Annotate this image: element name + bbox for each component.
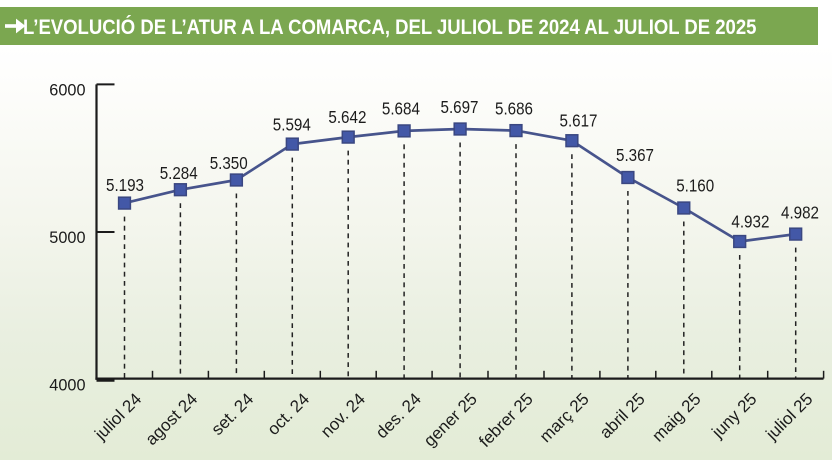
svg-text:5.594: 5.594 [273,114,311,134]
svg-text:5000: 5000 [49,228,85,247]
svg-text:5.284: 5.284 [160,163,198,183]
svg-text:5.367: 5.367 [616,145,654,165]
svg-text:gener 25: gener 25 [420,389,481,450]
svg-text:5.642: 5.642 [328,107,366,127]
svg-text:oct. 24: oct. 24 [264,389,314,439]
svg-text:4.932: 4.932 [731,211,769,231]
svg-text:nov. 24: nov. 24 [317,389,369,441]
svg-text:4.982: 4.982 [781,203,819,223]
svg-text:5.160: 5.160 [676,175,714,195]
svg-text:agost 24: agost 24 [142,389,202,449]
svg-text:juny 25: juny 25 [708,389,761,442]
svg-text:set. 24: set. 24 [208,389,258,439]
svg-text:març 25: març 25 [536,389,593,446]
svg-text:des. 24: des. 24 [372,389,425,442]
svg-text:6000: 6000 [49,80,85,99]
svg-text:5.684: 5.684 [382,98,420,118]
svg-text:5.350: 5.350 [210,153,248,173]
svg-text:febrer 25: febrer 25 [475,389,537,451]
svg-text:maig 25: maig 25 [648,389,704,445]
svg-text:5.617: 5.617 [560,110,598,130]
svg-text:juliol 25: juliol 25 [762,389,817,444]
svg-text:4000: 4000 [49,376,85,395]
svg-text:abril 25: abril 25 [596,389,649,442]
svg-text:5.686: 5.686 [495,98,533,118]
svg-text:juliol 24: juliol 24 [90,389,145,444]
svg-text:5.193: 5.193 [106,175,144,195]
svg-text:5.697: 5.697 [441,97,479,117]
